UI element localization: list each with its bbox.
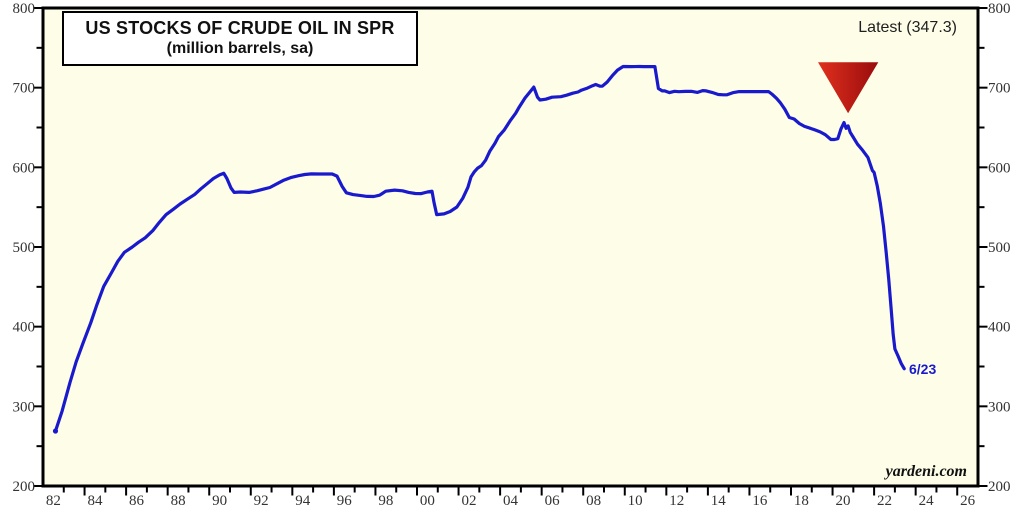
x-axis-label: 12	[669, 493, 684, 509]
y-axis-label-right: 400	[988, 320, 1011, 336]
x-axis-label: 26	[960, 493, 976, 509]
watermark-yardeni: yardeni.com	[885, 463, 967, 480]
x-axis-label: 06	[545, 493, 561, 509]
y-axis-label-left: 400	[13, 320, 36, 336]
spr-series-line	[53, 64, 906, 433]
y-axis-label-left: 600	[13, 160, 36, 176]
x-axis-label: 18	[794, 493, 809, 509]
chart-title-box: US STOCKS OF CRUDE OIL IN SPR (million b…	[62, 11, 418, 66]
y-axis-label-left: 800	[13, 1, 36, 17]
series-start-dot	[52, 428, 59, 434]
x-axis-label: 14	[711, 493, 727, 509]
x-axis-label: 22	[877, 493, 892, 509]
chart-subtitle: (million barrels, sa)	[166, 40, 314, 57]
down-triangle-icon	[818, 62, 879, 114]
y-axis-label-right: 700	[988, 81, 1011, 97]
endpoint-date-label: 6/23	[909, 361, 937, 377]
x-axis-label: 86	[129, 493, 145, 509]
x-axis-label: 20	[835, 493, 850, 509]
x-axis-label: 10	[628, 493, 643, 509]
y-axis-label-right: 200	[988, 479, 1011, 495]
x-axis-label: 00	[420, 493, 435, 509]
y-axis-label-right: 600	[988, 160, 1011, 176]
x-axis-label: 82	[46, 493, 61, 509]
x-axis-label: 90	[212, 493, 227, 509]
y-axis-label-left: 500	[13, 240, 36, 256]
x-axis-label: 88	[171, 493, 186, 509]
x-axis-label: 94	[295, 493, 311, 509]
chart-title: US STOCKS OF CRUDE OIL IN SPR	[85, 18, 395, 38]
x-axis-label: 84	[87, 493, 103, 509]
plot-frame	[41, 6, 980, 488]
x-axis-label: 98	[378, 493, 393, 509]
y-axis-label-right: 800	[988, 1, 1011, 17]
x-axis-label: 96	[337, 493, 353, 509]
x-axis-label: 92	[254, 493, 269, 509]
x-axis-label: 16	[752, 493, 768, 509]
latest-value-annotation: Latest (347.3)	[858, 19, 957, 36]
y-axis-label-right: 500	[988, 240, 1011, 256]
y-axis-label-right: 300	[988, 399, 1011, 415]
y-axis-label-left: 700	[13, 81, 36, 97]
y-axis-label-left: 200	[13, 479, 36, 495]
y-axis-label-left: 300	[13, 399, 36, 415]
plot-area	[43, 8, 978, 486]
x-axis-label: 24	[919, 493, 935, 509]
x-axis-label: 04	[503, 493, 519, 509]
x-axis-label: 08	[586, 493, 601, 509]
x-axis-label: 02	[461, 493, 476, 509]
